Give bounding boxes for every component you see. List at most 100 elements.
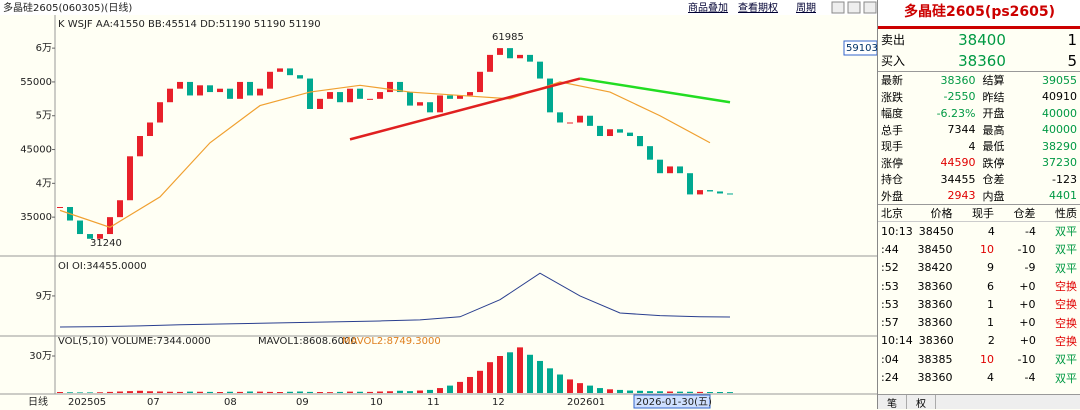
header-title: 多晶硅2605(060305)(日线): [3, 1, 132, 14]
volume-bar: [117, 392, 123, 393]
candle: [327, 92, 333, 99]
cell: -4: [999, 225, 1040, 238]
candle: [407, 92, 413, 106]
cell: 空换: [1040, 296, 1080, 312]
volume-bar: [467, 377, 473, 393]
x-tick-label: 2026-01-30(五): [636, 397, 712, 408]
cell: 双平: [1040, 241, 1080, 257]
candle: [187, 82, 193, 96]
volume-bar: [177, 392, 183, 393]
volume-bar: [517, 347, 523, 393]
volume-bar: [397, 391, 403, 393]
cell: :53: [878, 280, 915, 293]
volume-bar: [257, 392, 263, 393]
cell: 1: [957, 298, 999, 311]
candle: [77, 221, 83, 235]
key: 最高: [980, 122, 1027, 138]
value: 38360: [925, 74, 979, 87]
low-label: 31240: [90, 238, 122, 249]
volume-bar: [727, 392, 733, 393]
key: 涨停: [878, 155, 925, 171]
candle: [687, 173, 693, 194]
vol-label: VOL(5,10) VOLUME:7344.0000: [58, 336, 211, 347]
header-cell: 价格: [915, 205, 957, 221]
value: 37230: [1027, 156, 1080, 169]
value: 40000: [1027, 107, 1080, 120]
cell: 空换: [1040, 278, 1080, 294]
volume-bar: [617, 390, 623, 393]
key: 结算: [980, 72, 1027, 88]
key: 开盘: [980, 105, 1027, 121]
volume-bar: [297, 392, 303, 393]
cell: :57: [878, 316, 915, 329]
volume-bar: [247, 392, 253, 393]
y-tick-label: 6万: [36, 43, 52, 54]
oi-line: [60, 273, 730, 327]
candle: [487, 55, 493, 72]
key: 总手: [878, 122, 925, 138]
value: -2550: [925, 90, 979, 103]
volume-bar: [677, 392, 683, 393]
candle: [717, 191, 723, 193]
candle: [267, 72, 273, 89]
volume-bar: [337, 392, 343, 393]
cell: :52: [878, 261, 915, 274]
tab[interactable]: 权: [907, 395, 936, 409]
key: 外盘: [878, 188, 925, 204]
volume-bar: [167, 392, 173, 393]
candle: [447, 95, 453, 98]
volume-bar: [347, 392, 353, 393]
volume-bar: [127, 391, 133, 393]
cell: :44: [878, 243, 915, 256]
mavol2: MAVOL2:8749.3000: [342, 336, 441, 347]
candle: [497, 48, 503, 55]
cell: 4: [958, 225, 999, 238]
candle: [547, 79, 553, 113]
y-tick-label: 45000: [20, 145, 52, 156]
volume-bar: [77, 392, 83, 393]
volume-bar: [547, 368, 553, 393]
y-tick-label: 55000: [20, 77, 52, 88]
volume-bar: [697, 392, 703, 393]
cell: +0: [998, 316, 1040, 329]
candle: [137, 136, 143, 156]
cell: 2: [958, 334, 999, 347]
cell: 6: [957, 280, 999, 293]
y-tick-label: 4万: [36, 178, 52, 189]
key: 最低: [980, 138, 1027, 154]
cell: 10: [957, 243, 999, 256]
value: 1: [1010, 31, 1080, 49]
volume-bar: [537, 361, 543, 393]
volume-bar: [447, 386, 453, 393]
tab[interactable]: 笔: [878, 395, 907, 409]
volume-bar: [227, 392, 233, 393]
candle: [57, 207, 63, 208]
volume-bar: [657, 391, 663, 393]
value: 44590: [925, 156, 979, 169]
value: 2943: [925, 189, 979, 202]
candle: [667, 166, 673, 173]
candle: [217, 89, 223, 92]
x-tick-label: 202601: [567, 397, 605, 408]
candle: [357, 89, 363, 99]
key: 仓差: [980, 171, 1027, 187]
candle: [117, 200, 123, 217]
candle: [597, 126, 603, 136]
x-tick-label: 12: [492, 397, 505, 408]
volume-bar: [497, 356, 503, 393]
candle: [277, 68, 283, 71]
volume-bar: [107, 392, 113, 393]
cell: 38360: [915, 298, 957, 311]
x-tick-label: 11: [427, 397, 440, 408]
x-tick-label: 07: [147, 397, 160, 408]
cell: 10: [957, 353, 999, 366]
